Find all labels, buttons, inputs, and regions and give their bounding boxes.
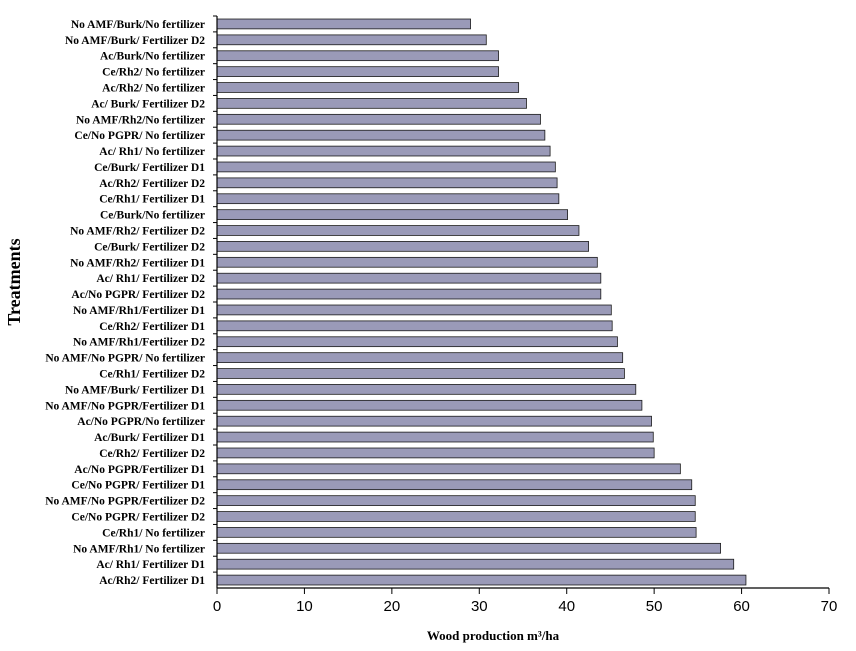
category-label: No AMF/Rh1/ No fertilizer xyxy=(73,543,205,555)
x-tick-label: 70 xyxy=(821,598,838,615)
bar xyxy=(216,193,560,205)
bar xyxy=(216,399,643,411)
category-label: Ac/ Rh1/ Fertilizer D1 xyxy=(96,559,205,571)
bar xyxy=(216,98,527,109)
bar xyxy=(216,447,655,459)
category-label: Ce/Rh1/ No fertilizer xyxy=(102,527,205,539)
bar xyxy=(216,495,696,506)
bar xyxy=(216,415,652,427)
category-label: Ce/Burk/ Fertilizer D1 xyxy=(94,162,205,174)
category-label: Ce/Rh1/ Fertilizer D2 xyxy=(99,369,205,381)
bar xyxy=(216,336,618,348)
bar xyxy=(216,542,721,554)
category-label: No AMF/Burk/ Fertilizer D1 xyxy=(65,384,205,396)
bar xyxy=(216,113,541,125)
bar xyxy=(216,558,735,570)
bar xyxy=(216,34,487,46)
bar xyxy=(216,463,681,475)
category-label: No AMF/Rh1/Fertilizer D1 xyxy=(73,305,205,317)
category-label: No AMF/Rh2/ Fertilizer D1 xyxy=(70,257,205,269)
category-label: Ac/ Burk/ Fertilizer D2 xyxy=(91,98,205,110)
x-axis-label: Wood production m³/ha xyxy=(427,628,560,643)
x-tick-label: 10 xyxy=(296,598,313,615)
category-label: No AMF/No PGPR/Fertilizer D2 xyxy=(45,496,205,508)
bar xyxy=(216,241,589,252)
bar xyxy=(216,209,568,220)
category-label: Ce/No PGPR/ No fertilizer xyxy=(74,130,205,142)
category-label: Ce/No PGPR/ Fertilizer D1 xyxy=(71,480,205,492)
x-axis: 0 10 20 30 40 50 60 70 xyxy=(213,15,838,615)
bar xyxy=(216,161,556,173)
category-label: Ac/ Rh1/ No fertilizer xyxy=(99,146,205,158)
bar xyxy=(216,129,546,141)
bar xyxy=(216,18,471,30)
x-tick-label: 30 xyxy=(471,598,488,615)
category-label: Ce/Rh2/ Fertilizer D2 xyxy=(99,448,205,460)
x-tick-label: 50 xyxy=(646,598,663,615)
bar xyxy=(216,177,558,189)
bar xyxy=(216,82,520,93)
category-label: Ce/Rh2/ No fertilizer xyxy=(102,67,205,79)
category-label: Ce/Rh2/ Fertilizer D1 xyxy=(99,321,205,333)
x-tick-label: 40 xyxy=(558,598,575,615)
bar xyxy=(216,511,696,522)
category-label: Ac/Rh2/ Fertilizer D2 xyxy=(99,178,205,190)
bar xyxy=(216,527,697,538)
category-label: Ac/No PGPR/No fertilizer xyxy=(77,416,205,428)
category-label: Ce/Rh1/ Fertilizer D1 xyxy=(99,194,205,206)
category-label: Ce/Burk/ Fertilizer D2 xyxy=(94,241,205,253)
x-tick-label: 20 xyxy=(384,598,401,615)
category-label: No AMF/Burk/ Fertilizer D2 xyxy=(65,35,205,47)
bar xyxy=(216,431,654,443)
bar xyxy=(216,66,499,77)
category-label: Ac/No PGPR/Fertilizer D1 xyxy=(74,464,205,476)
x-tick-label: 0 xyxy=(213,598,221,615)
bars-group xyxy=(216,18,747,586)
bar xyxy=(216,352,624,363)
category-label: Ac/Burk/No fertilizer xyxy=(100,51,205,63)
bar xyxy=(216,256,598,268)
category-label: Ac/Rh2/ No fertilizer xyxy=(102,83,205,95)
category-label: No AMF/Rh2/ Fertilizer D2 xyxy=(70,226,205,238)
bar xyxy=(216,288,602,300)
y-axis-label: Treatments xyxy=(4,238,24,325)
category-label: Ce/Burk/No fertilizer xyxy=(100,210,205,222)
category-label: Ac/Rh2/ Fertilizer D1 xyxy=(99,575,205,587)
bar xyxy=(216,574,747,586)
bar xyxy=(216,320,613,332)
category-label: Ce/No PGPR/ Fertilizer D2 xyxy=(71,512,205,524)
bar xyxy=(216,225,580,236)
category-label: No AMF/Burk/No fertilizer xyxy=(71,19,205,31)
category-label: No AMF/Rh1/Fertilizer D2 xyxy=(73,337,205,349)
category-labels: No AMF/Burk/No fertilizer No AMF/Burk/ Fe… xyxy=(45,19,205,587)
category-label: No AMF/No PGPR/ No fertilizer xyxy=(45,353,205,365)
category-label: No AMF/Rh2/No fertilizer xyxy=(76,114,205,126)
category-label: Ac/ Rh1/ Fertilizer D2 xyxy=(96,273,205,285)
category-label: Ac/No PGPR/ Fertilizer D2 xyxy=(71,289,205,301)
bar xyxy=(216,145,551,157)
category-label: No AMF/No PGPR/Fertilizer D1 xyxy=(45,400,205,412)
bar xyxy=(216,368,625,379)
x-tick-label: 60 xyxy=(733,598,750,615)
bar xyxy=(216,384,637,395)
bar xyxy=(216,479,693,491)
bar xyxy=(216,50,499,62)
category-label: Ac/Burk/ Fertilizer D1 xyxy=(94,432,205,444)
bar xyxy=(216,272,602,284)
bar xyxy=(216,304,612,316)
